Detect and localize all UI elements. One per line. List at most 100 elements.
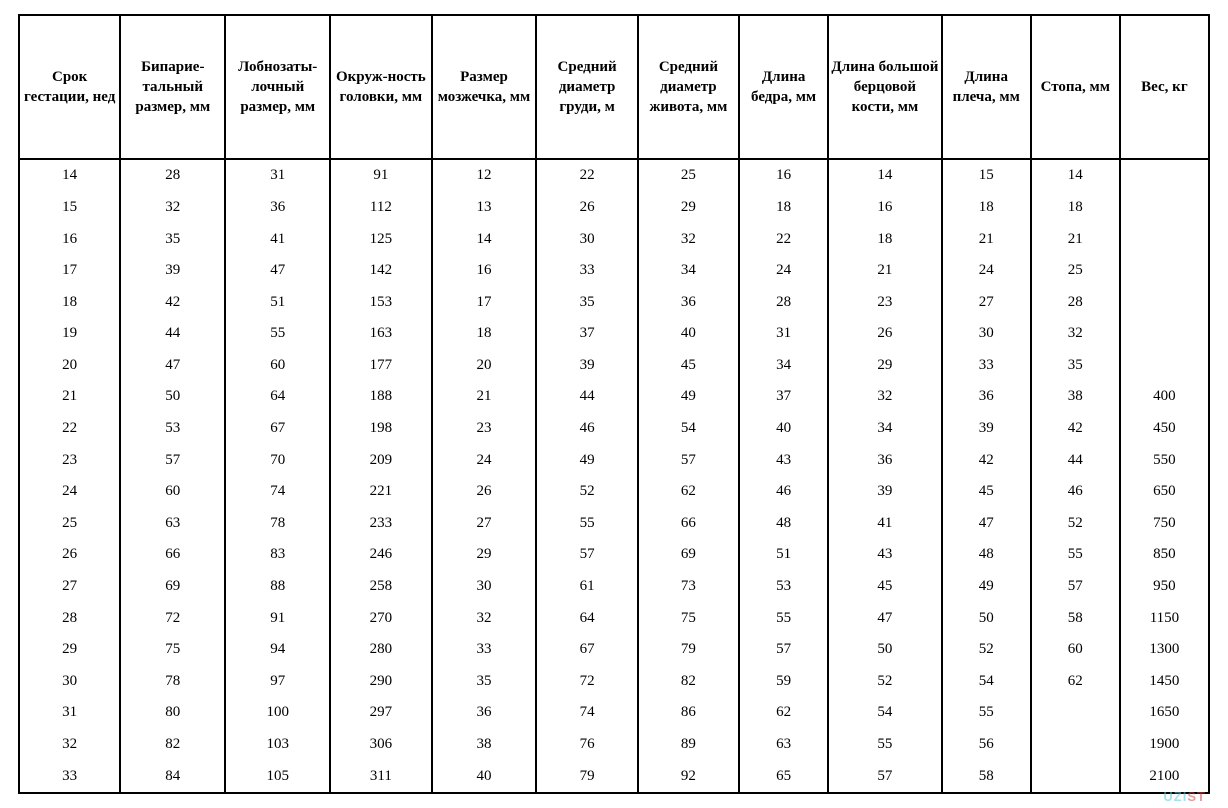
table-cell: 32 — [432, 602, 537, 634]
table-cell: 17 — [432, 286, 537, 318]
table-cell: 29 — [828, 350, 942, 382]
table-cell: 270 — [330, 602, 431, 634]
table-cell: 221 — [330, 476, 431, 508]
table-cell: 57 — [739, 634, 828, 666]
table-row: 16354112514303222182121 — [19, 223, 1209, 255]
table-cell: 24 — [942, 255, 1031, 287]
table-cell: 26 — [828, 318, 942, 350]
table-cell: 26 — [536, 192, 637, 224]
table-cell: 38 — [1031, 381, 1120, 413]
table-cell: 39 — [828, 476, 942, 508]
table-cell: 60 — [120, 476, 225, 508]
table-cell: 80 — [120, 697, 225, 729]
table-cell: 65 — [739, 760, 828, 793]
table-cell: 92 — [638, 760, 739, 793]
table-cell: 57 — [1031, 571, 1120, 603]
table-cell: 21 — [432, 381, 537, 413]
table-row: 23577020924495743364244550 — [19, 444, 1209, 476]
col-header: Срок гестации, нед — [19, 15, 120, 159]
table-cell: 39 — [120, 255, 225, 287]
table-cell: 79 — [536, 760, 637, 793]
table-cell: 36 — [638, 286, 739, 318]
table-cell: 74 — [536, 697, 637, 729]
table-cell: 41 — [828, 508, 942, 540]
table-cell: 33 — [432, 634, 537, 666]
table-cell: 311 — [330, 760, 431, 793]
table-cell: 78 — [120, 666, 225, 698]
table-cell: 30 — [432, 571, 537, 603]
table-cell — [1120, 350, 1209, 382]
table-row: 31801002973674866254551650 — [19, 697, 1209, 729]
table-cell: 23 — [19, 444, 120, 476]
table-cell: 21 — [19, 381, 120, 413]
table-cell: 91 — [330, 159, 431, 192]
table-cell: 32 — [638, 223, 739, 255]
table-cell: 33 — [19, 760, 120, 793]
table-cell: 67 — [225, 413, 330, 445]
table-cell: 15 — [942, 159, 1031, 192]
table-cell: 20 — [432, 350, 537, 382]
col-header: Вес, кг — [1120, 15, 1209, 159]
fetal-biometry-table: Срок гестации, нед Бипарие-тальный разме… — [18, 14, 1210, 794]
table-cell: 55 — [942, 697, 1031, 729]
table-cell: 29 — [19, 634, 120, 666]
table-cell: 24 — [739, 255, 828, 287]
table-cell: 18 — [739, 192, 828, 224]
table-cell: 50 — [120, 381, 225, 413]
table-cell: 280 — [330, 634, 431, 666]
table-cell: 21 — [1031, 223, 1120, 255]
table-cell: 60 — [225, 350, 330, 382]
table-cell: 44 — [120, 318, 225, 350]
watermark-part1: UZI — [1163, 789, 1187, 804]
table-row: 26668324629576951434855850 — [19, 539, 1209, 571]
col-header: Лобнозаты-лочный размер, мм — [225, 15, 330, 159]
table-cell: 44 — [536, 381, 637, 413]
table-cell: 63 — [739, 729, 828, 761]
table-cell: 26 — [432, 476, 537, 508]
table-cell: 13 — [432, 192, 537, 224]
table-cell: 35 — [432, 666, 537, 698]
table-cell: 40 — [739, 413, 828, 445]
table-cell: 40 — [638, 318, 739, 350]
table-cell: 36 — [432, 697, 537, 729]
table-cell: 290 — [330, 666, 431, 698]
table-cell: 35 — [1031, 350, 1120, 382]
table-cell: 1300 — [1120, 634, 1209, 666]
table-cell: 32 — [1031, 318, 1120, 350]
table-cell: 62 — [638, 476, 739, 508]
table-cell: 62 — [739, 697, 828, 729]
table-cell: 88 — [225, 571, 330, 603]
watermark-part2: ST — [1187, 789, 1206, 804]
table-cell: 18 — [1031, 192, 1120, 224]
table-cell: 46 — [1031, 476, 1120, 508]
table-cell: 55 — [1031, 539, 1120, 571]
table-cell: 58 — [942, 760, 1031, 793]
table-header-row: Срок гестации, нед Бипарие-тальный разме… — [19, 15, 1209, 159]
table-cell: 103 — [225, 729, 330, 761]
table-cell: 69 — [638, 539, 739, 571]
col-header: Бипарие-тальный размер, мм — [120, 15, 225, 159]
table-cell: 15 — [19, 192, 120, 224]
table-cell: 34 — [739, 350, 828, 382]
table-cell: 14 — [19, 159, 120, 192]
table-row: 32821033063876896355561900 — [19, 729, 1209, 761]
table-cell: 27 — [432, 508, 537, 540]
table-cell: 56 — [942, 729, 1031, 761]
table-cell: 850 — [1120, 539, 1209, 571]
table-cell: 1900 — [1120, 729, 1209, 761]
watermark: UZIST — [1163, 789, 1206, 804]
table-cell: 39 — [536, 350, 637, 382]
table-cell: 37 — [536, 318, 637, 350]
table-cell: 153 — [330, 286, 431, 318]
table-cell: 51 — [225, 286, 330, 318]
table-cell: 198 — [330, 413, 431, 445]
table-cell: 55 — [739, 602, 828, 634]
table-cell — [1031, 729, 1120, 761]
table-container: Срок гестации, нед Бипарие-тальный разме… — [18, 14, 1210, 794]
table-cell: 36 — [225, 192, 330, 224]
table-cell: 52 — [942, 634, 1031, 666]
table-cell: 24 — [19, 476, 120, 508]
table-cell: 26 — [19, 539, 120, 571]
table-cell: 42 — [942, 444, 1031, 476]
table-row: 17394714216333424212425 — [19, 255, 1209, 287]
